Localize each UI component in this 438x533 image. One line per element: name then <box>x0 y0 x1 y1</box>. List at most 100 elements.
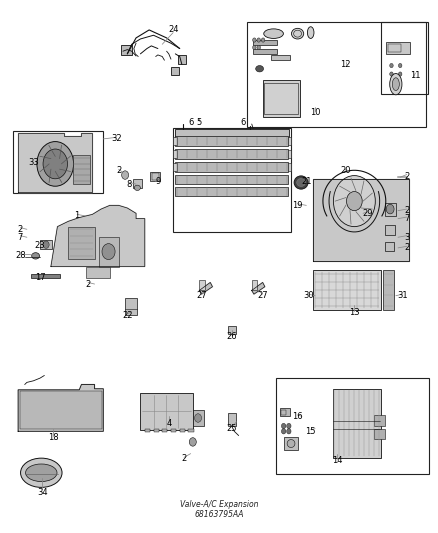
Bar <box>68 227 95 259</box>
Text: 18: 18 <box>48 433 58 442</box>
Bar <box>282 410 286 415</box>
Circle shape <box>257 45 261 50</box>
Text: 2: 2 <box>85 279 91 288</box>
Circle shape <box>37 142 74 186</box>
Text: 7: 7 <box>404 214 410 223</box>
Text: 15: 15 <box>305 427 316 436</box>
Circle shape <box>253 38 256 42</box>
Text: 2: 2 <box>404 244 410 253</box>
Circle shape <box>43 149 67 179</box>
Circle shape <box>194 414 201 422</box>
Text: 30: 30 <box>303 291 314 300</box>
Bar <box>173 150 177 158</box>
Bar <box>263 80 300 117</box>
Bar <box>252 280 257 290</box>
Bar <box>40 240 52 249</box>
Ellipse shape <box>287 440 295 448</box>
Bar <box>280 408 290 416</box>
Bar <box>173 138 177 145</box>
Text: 32: 32 <box>111 134 122 143</box>
Bar <box>276 378 428 474</box>
Bar <box>188 429 194 432</box>
Bar <box>121 45 132 55</box>
Bar <box>150 172 160 181</box>
Bar <box>173 128 291 232</box>
Bar <box>175 136 288 146</box>
Ellipse shape <box>134 185 141 190</box>
Bar <box>177 55 186 64</box>
Ellipse shape <box>392 78 399 91</box>
Text: 9: 9 <box>155 177 160 186</box>
Bar <box>253 40 277 45</box>
Bar <box>253 49 277 54</box>
Ellipse shape <box>256 66 264 72</box>
Text: 17: 17 <box>35 273 45 281</box>
Circle shape <box>390 63 393 68</box>
Text: 28: 28 <box>15 252 26 260</box>
Ellipse shape <box>307 27 314 38</box>
Text: 6: 6 <box>188 118 193 127</box>
Text: 1: 1 <box>74 212 80 221</box>
Text: 3: 3 <box>404 233 410 242</box>
Bar <box>265 83 298 115</box>
Circle shape <box>122 171 129 179</box>
Text: 27: 27 <box>196 291 207 300</box>
Text: 14: 14 <box>332 456 342 465</box>
Ellipse shape <box>264 29 283 38</box>
Bar <box>374 429 385 439</box>
Bar <box>133 179 142 188</box>
Bar <box>173 164 177 171</box>
Bar <box>383 270 394 310</box>
Bar <box>313 270 381 310</box>
Text: 25: 25 <box>227 424 237 433</box>
Text: 2: 2 <box>404 206 410 215</box>
Text: 2: 2 <box>18 225 23 234</box>
Bar <box>228 326 237 334</box>
Bar <box>13 131 103 193</box>
Bar <box>125 298 138 316</box>
Text: 27: 27 <box>258 291 268 300</box>
Ellipse shape <box>390 74 402 95</box>
Circle shape <box>282 423 286 429</box>
Polygon shape <box>51 205 145 266</box>
Text: 31: 31 <box>397 291 408 300</box>
Text: 2: 2 <box>404 172 410 181</box>
Text: 29: 29 <box>362 209 373 218</box>
Bar <box>171 67 179 75</box>
Text: 5: 5 <box>197 118 202 127</box>
Circle shape <box>346 191 362 211</box>
Bar <box>228 413 236 426</box>
Bar <box>332 389 381 458</box>
Text: 13: 13 <box>349 308 360 317</box>
Circle shape <box>43 241 49 248</box>
Bar <box>141 393 193 430</box>
Circle shape <box>333 175 375 227</box>
Bar <box>288 138 291 145</box>
Bar <box>381 22 427 94</box>
Ellipse shape <box>32 253 39 259</box>
Circle shape <box>253 45 256 50</box>
Ellipse shape <box>21 458 62 487</box>
Text: 21: 21 <box>301 177 311 186</box>
Bar <box>288 150 291 158</box>
Text: 2: 2 <box>116 166 121 175</box>
Text: 2: 2 <box>181 455 187 463</box>
Bar <box>386 42 410 54</box>
Bar <box>175 149 288 159</box>
Bar <box>199 280 205 290</box>
Circle shape <box>257 38 261 42</box>
Circle shape <box>287 423 291 429</box>
Bar <box>288 164 291 171</box>
Bar <box>374 415 385 426</box>
Bar <box>285 437 297 450</box>
Bar <box>162 429 167 432</box>
Bar <box>385 242 394 251</box>
Bar <box>145 429 150 432</box>
Bar <box>385 203 396 216</box>
Text: 34: 34 <box>37 488 47 497</box>
Polygon shape <box>199 282 212 294</box>
Ellipse shape <box>297 179 305 187</box>
Bar <box>175 174 288 184</box>
Text: 7: 7 <box>18 233 23 242</box>
Polygon shape <box>18 384 103 431</box>
